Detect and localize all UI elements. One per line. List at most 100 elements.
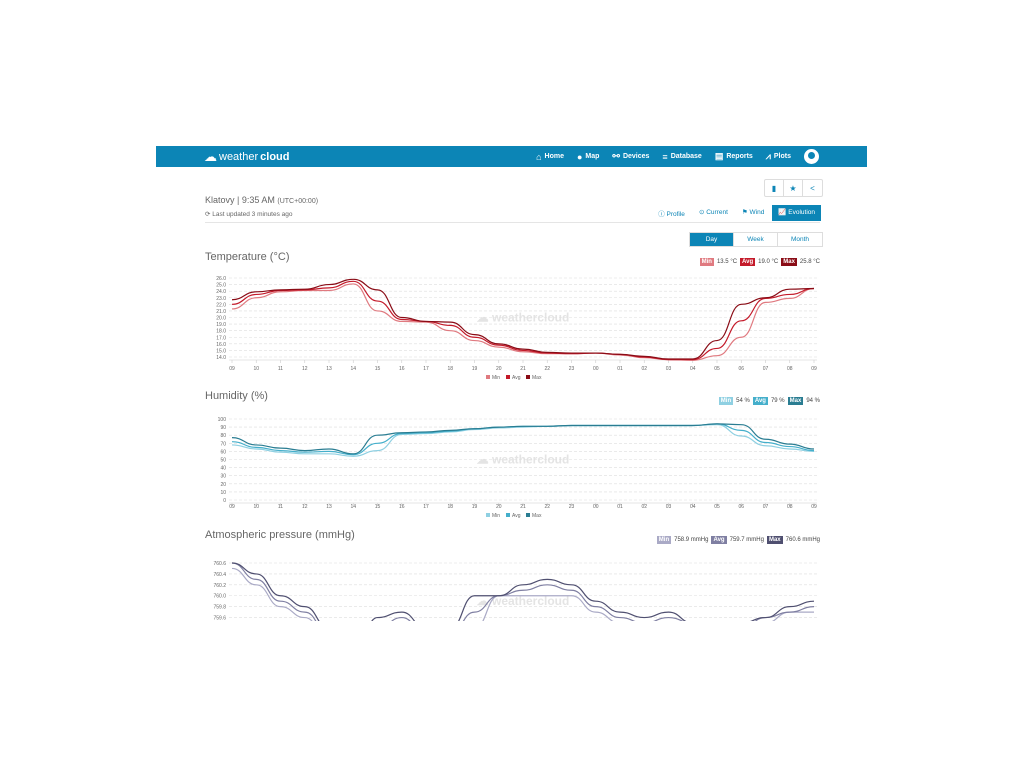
logo[interactable]: ☁ weather cloud bbox=[204, 149, 290, 164]
x-tick-label: 18 bbox=[447, 366, 453, 372]
y-tick-label: 50 bbox=[220, 458, 226, 464]
x-tick-label: 22 bbox=[544, 504, 550, 510]
x-tick-label: 22 bbox=[544, 366, 550, 372]
y-tick-label: 14.0 bbox=[216, 355, 226, 361]
summary-avg-value: 79 % bbox=[770, 398, 785, 404]
tab-wind[interactable]: ⚑ Wind bbox=[741, 209, 765, 216]
temperature-chart: ☁ weathercloud 26.0 25.0 24.0 23.0 22.0 21.0 20… bbox=[205, 272, 825, 388]
home-icon: ⌂ bbox=[536, 151, 542, 162]
nav-reports[interactable]: ▤ Reports bbox=[714, 151, 753, 161]
x-tick-label: 19 bbox=[472, 504, 478, 510]
y-tick-label: 16.0 bbox=[216, 342, 226, 348]
tab-current[interactable]: ⊙ Current bbox=[698, 209, 728, 216]
nav-plots[interactable]: ⩘ Plots bbox=[765, 151, 791, 161]
humidity-title: Humidity (%) bbox=[205, 390, 268, 402]
x-tick-label: 23 bbox=[569, 504, 575, 510]
period-month[interactable]: Month bbox=[790, 236, 810, 243]
legend-avg-swatch bbox=[506, 513, 510, 517]
watermark-logo: ☁ weathercloud bbox=[477, 453, 570, 467]
y-tick-label: 24.0 bbox=[216, 289, 226, 295]
series-min-line bbox=[231, 424, 815, 457]
y-tick-label: 26.0 bbox=[216, 276, 226, 282]
y-tick-label: 760.0 bbox=[213, 594, 226, 600]
legend-max-label: Max bbox=[532, 375, 542, 381]
pressure-chart: ☁ weathercloud 760.6 760.4 760.2 760.0 759.8 7… bbox=[205, 556, 825, 621]
x-tick-label: 18 bbox=[447, 504, 453, 510]
x-tick-label: 07 bbox=[763, 504, 769, 510]
y-tick-label: 760.2 bbox=[213, 583, 226, 589]
summary-min-badge: Min bbox=[699, 258, 714, 266]
view-tabs: ⓘ Profile ⊙ Current ⚑ Wind 📈 Evolution bbox=[652, 205, 821, 221]
y-tick-label: 30 bbox=[220, 474, 226, 480]
watermark-logo: ☁ weathercloud bbox=[477, 594, 570, 608]
tab-profile[interactable]: ⓘ Profile bbox=[658, 211, 685, 218]
y-tick-label: 760.6 bbox=[213, 561, 226, 567]
series-max-line bbox=[231, 278, 815, 360]
report-icon: ▤ bbox=[714, 151, 724, 161]
summary-avg-badge: Avg bbox=[711, 536, 727, 544]
x-tick-label: 11 bbox=[278, 504, 283, 510]
tab-evolution[interactable]: 📈 Evolution bbox=[772, 205, 821, 221]
x-tick-label: 09 bbox=[811, 504, 817, 510]
x-tick-label: 15 bbox=[375, 366, 381, 372]
x-tick-label: 14 bbox=[350, 366, 356, 372]
stats-button[interactable]: ▮ bbox=[765, 180, 784, 196]
nav-home[interactable]: ⌂ Home bbox=[536, 151, 564, 162]
series-max-line bbox=[231, 562, 815, 621]
x-tick-label: 01 bbox=[617, 366, 623, 372]
user-avatar[interactable] bbox=[804, 149, 819, 164]
humidity-chart: ☁ weathercloud 100 90 80 70 60 50 40 30 20 10 0 09 10… bbox=[205, 412, 825, 527]
last-updated: ⟳ Last updated 3 minutes ago bbox=[205, 211, 293, 218]
pressure-summary: Min 758.9 mmHg Avg 759.7 mmHg Max 760.6 mmHg bbox=[656, 536, 820, 544]
y-tick-label: 40 bbox=[220, 466, 226, 472]
x-tick-label: 01 bbox=[617, 504, 623, 510]
watermark-logo: ☁ weathercloud bbox=[477, 311, 570, 325]
clock-icon: ⊙ bbox=[698, 209, 705, 216]
x-tick-label: 02 bbox=[641, 504, 647, 510]
y-tick-label: 0 bbox=[223, 498, 226, 504]
devices-icon: ⚯ bbox=[612, 151, 620, 161]
x-tick-label: 09 bbox=[229, 504, 235, 510]
summary-min-value: 13.5 °C bbox=[716, 259, 738, 265]
share-icon: < bbox=[810, 183, 815, 193]
x-tick-label: 09 bbox=[811, 366, 817, 372]
temperature-summary: Min 13.5 °C Avg 19.0 °C Max 25.8 °C bbox=[699, 258, 820, 266]
period-week[interactable]: Week bbox=[734, 233, 778, 246]
period-day[interactable]: Day bbox=[690, 233, 734, 246]
x-tick-label: 17 bbox=[423, 504, 429, 510]
x-tick-label: 13 bbox=[326, 504, 332, 510]
y-tick-label: 60 bbox=[220, 449, 226, 455]
summary-max-badge: Max bbox=[781, 258, 797, 266]
legend-max-swatch bbox=[526, 513, 530, 517]
nav-devices[interactable]: ⚯ Devices bbox=[612, 151, 650, 161]
y-tick-label: 23.0 bbox=[216, 296, 226, 302]
y-tick-label: 17.0 bbox=[216, 335, 226, 341]
x-tick-label: 16 bbox=[399, 504, 405, 510]
x-tick-label: 03 bbox=[666, 366, 672, 372]
x-tick-label: 06 bbox=[738, 504, 744, 510]
nav-map[interactable]: ● Map bbox=[576, 151, 600, 162]
x-tick-label: 02 bbox=[641, 366, 647, 372]
navbar: ☁ weather cloud ⌂ Home ● Map ⚯ Devices ≡ Datab… bbox=[156, 146, 867, 167]
pressure-title: Atmospheric pressure (mmHg) bbox=[205, 529, 355, 541]
nav-database[interactable]: ≡ Database bbox=[662, 151, 702, 162]
legend-min-label: Min bbox=[492, 375, 500, 381]
x-tick-label: 12 bbox=[302, 504, 308, 510]
x-tick-label: 04 bbox=[690, 504, 696, 510]
summary-max-value: 25.8 °C bbox=[799, 259, 820, 265]
y-tick-label: 100 bbox=[218, 417, 227, 423]
favorite-button[interactable]: ★ bbox=[784, 180, 803, 196]
star-icon: ★ bbox=[789, 183, 797, 193]
share-button[interactable]: < bbox=[803, 180, 822, 196]
info-icon: ⓘ bbox=[658, 211, 665, 218]
legend-max-label: Max bbox=[532, 513, 542, 519]
temperature-title: Temperature (°C) bbox=[205, 251, 290, 263]
x-tick-label: 09 bbox=[229, 366, 235, 372]
divider bbox=[205, 222, 820, 223]
x-tick-label: 05 bbox=[714, 366, 720, 372]
globe-icon: ● bbox=[576, 151, 583, 162]
y-tick-label: 759.8 bbox=[213, 605, 226, 611]
series-min-line bbox=[231, 567, 814, 621]
humidity-summary: Min 54 % Avg 79 % Max 94 % bbox=[718, 397, 820, 405]
x-tick-label: 21 bbox=[520, 504, 526, 510]
